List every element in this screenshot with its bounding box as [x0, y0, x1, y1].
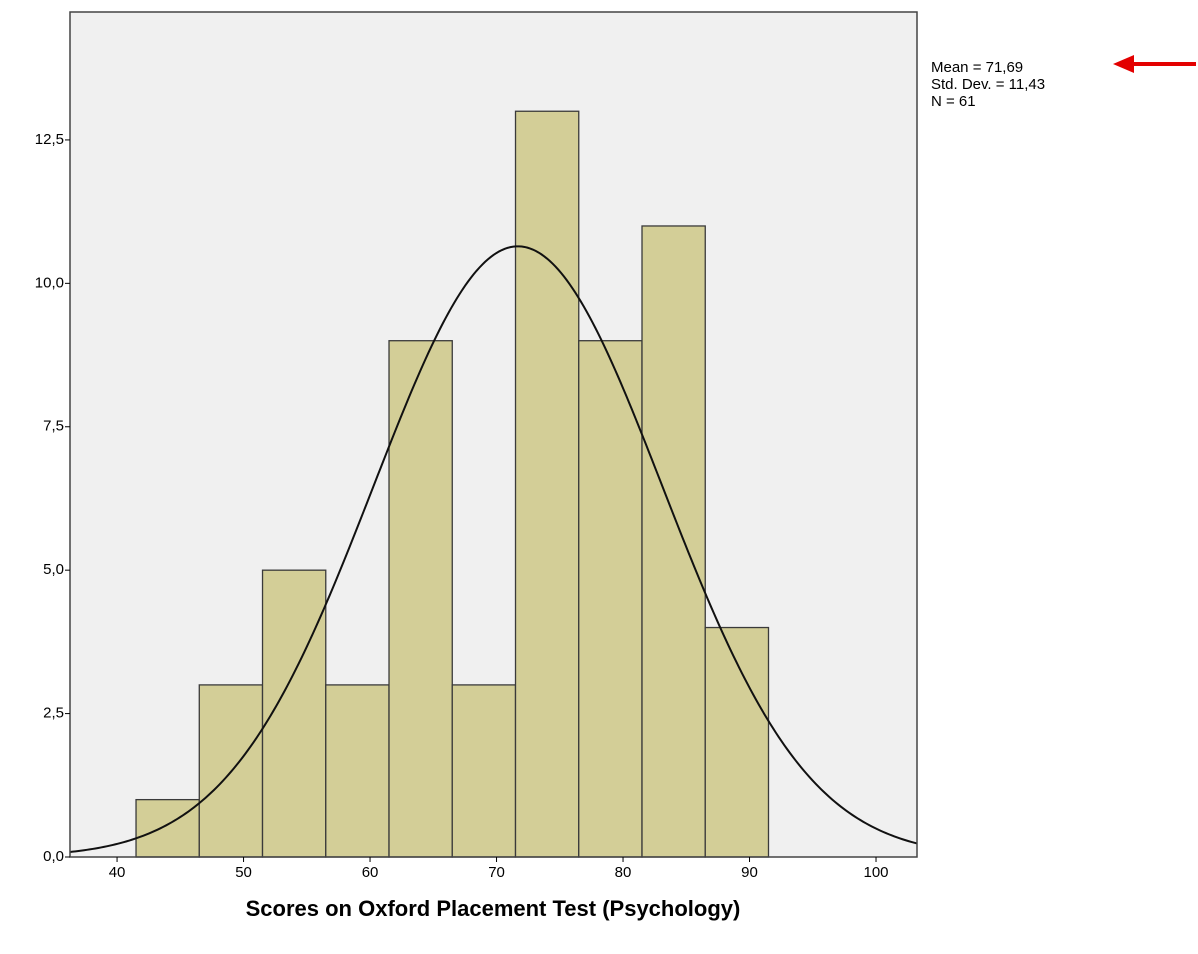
y-tick-label: 12,5	[35, 131, 64, 148]
y-tick-label: 10,0	[35, 274, 64, 291]
x-tick-label: 50	[235, 864, 252, 881]
x-tick-label: 80	[615, 864, 632, 881]
bar	[388, 340, 453, 858]
plot-border	[69, 11, 918, 858]
y-tick-label: 0,0	[43, 848, 64, 865]
x-tick-label: 40	[109, 864, 126, 881]
bar	[641, 225, 706, 858]
y-tick-label: 5,0	[43, 561, 64, 578]
normal-curve	[69, 245, 918, 853]
bar	[135, 798, 200, 858]
y-tick-label: 2,5	[43, 705, 64, 722]
bar	[451, 684, 517, 858]
annotation: Std. Dev. = 11,43	[931, 76, 1045, 93]
x-tick-label: 90	[741, 864, 758, 881]
y-tick-label: 7,5	[43, 418, 64, 435]
bar	[325, 684, 390, 858]
x-tick-label: 70	[488, 864, 505, 881]
annotation: N = 61	[931, 93, 976, 110]
bar	[578, 340, 643, 858]
red-arrow	[1113, 55, 1196, 73]
annotation: Mean = 71,69	[931, 59, 1023, 76]
bar	[704, 626, 770, 858]
bar	[514, 110, 580, 858]
x-tick-label: 100	[864, 864, 889, 881]
x-tick-label: 60	[362, 864, 379, 881]
x-axis-label: Scores on Oxford Placement Test (Psychol…	[246, 896, 741, 921]
